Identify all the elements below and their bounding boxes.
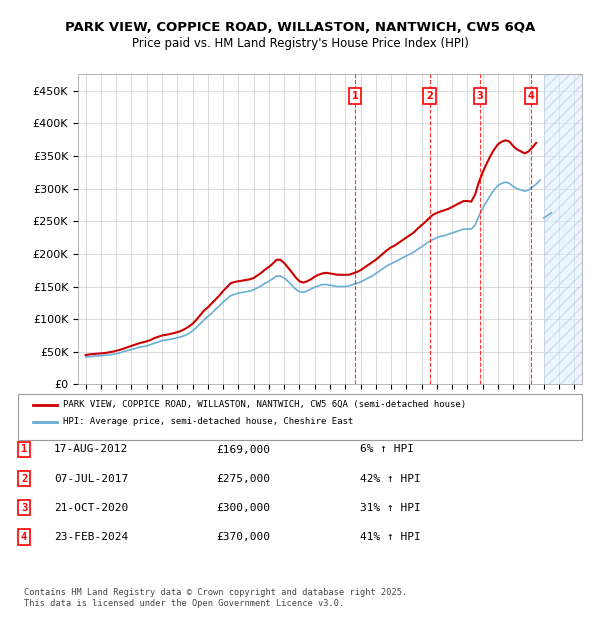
Text: 31% ↑ HPI: 31% ↑ HPI (360, 503, 421, 513)
Text: 6% ↑ HPI: 6% ↑ HPI (360, 445, 414, 454)
Text: Contains HM Land Registry data © Crown copyright and database right 2025.
This d: Contains HM Land Registry data © Crown c… (24, 588, 407, 608)
Text: 23-FEB-2024: 23-FEB-2024 (54, 532, 128, 542)
Text: 3: 3 (21, 503, 27, 513)
Text: PARK VIEW, COPPICE ROAD, WILLASTON, NANTWICH, CW5 6QA (semi-detached house): PARK VIEW, COPPICE ROAD, WILLASTON, NANT… (63, 401, 466, 409)
Text: 3: 3 (476, 91, 483, 101)
Text: 4: 4 (527, 91, 534, 101)
Text: 4: 4 (21, 532, 27, 542)
Text: 07-JUL-2017: 07-JUL-2017 (54, 474, 128, 484)
Polygon shape (544, 74, 582, 384)
Text: HPI: Average price, semi-detached house, Cheshire East: HPI: Average price, semi-detached house,… (63, 417, 353, 426)
Text: 2: 2 (21, 474, 27, 484)
Text: PARK VIEW, COPPICE ROAD, WILLASTON, NANTWICH, CW5 6QA: PARK VIEW, COPPICE ROAD, WILLASTON, NANT… (65, 22, 535, 34)
Text: 1: 1 (352, 91, 358, 101)
Text: 21-OCT-2020: 21-OCT-2020 (54, 503, 128, 513)
Text: 2: 2 (426, 91, 433, 101)
Text: 17-AUG-2012: 17-AUG-2012 (54, 445, 128, 454)
Text: Price paid vs. HM Land Registry's House Price Index (HPI): Price paid vs. HM Land Registry's House … (131, 37, 469, 50)
Text: £169,000: £169,000 (216, 445, 270, 454)
Text: 42% ↑ HPI: 42% ↑ HPI (360, 474, 421, 484)
Text: £300,000: £300,000 (216, 503, 270, 513)
Text: 41% ↑ HPI: 41% ↑ HPI (360, 532, 421, 542)
Text: 1: 1 (21, 445, 27, 454)
Text: £275,000: £275,000 (216, 474, 270, 484)
Text: £370,000: £370,000 (216, 532, 270, 542)
